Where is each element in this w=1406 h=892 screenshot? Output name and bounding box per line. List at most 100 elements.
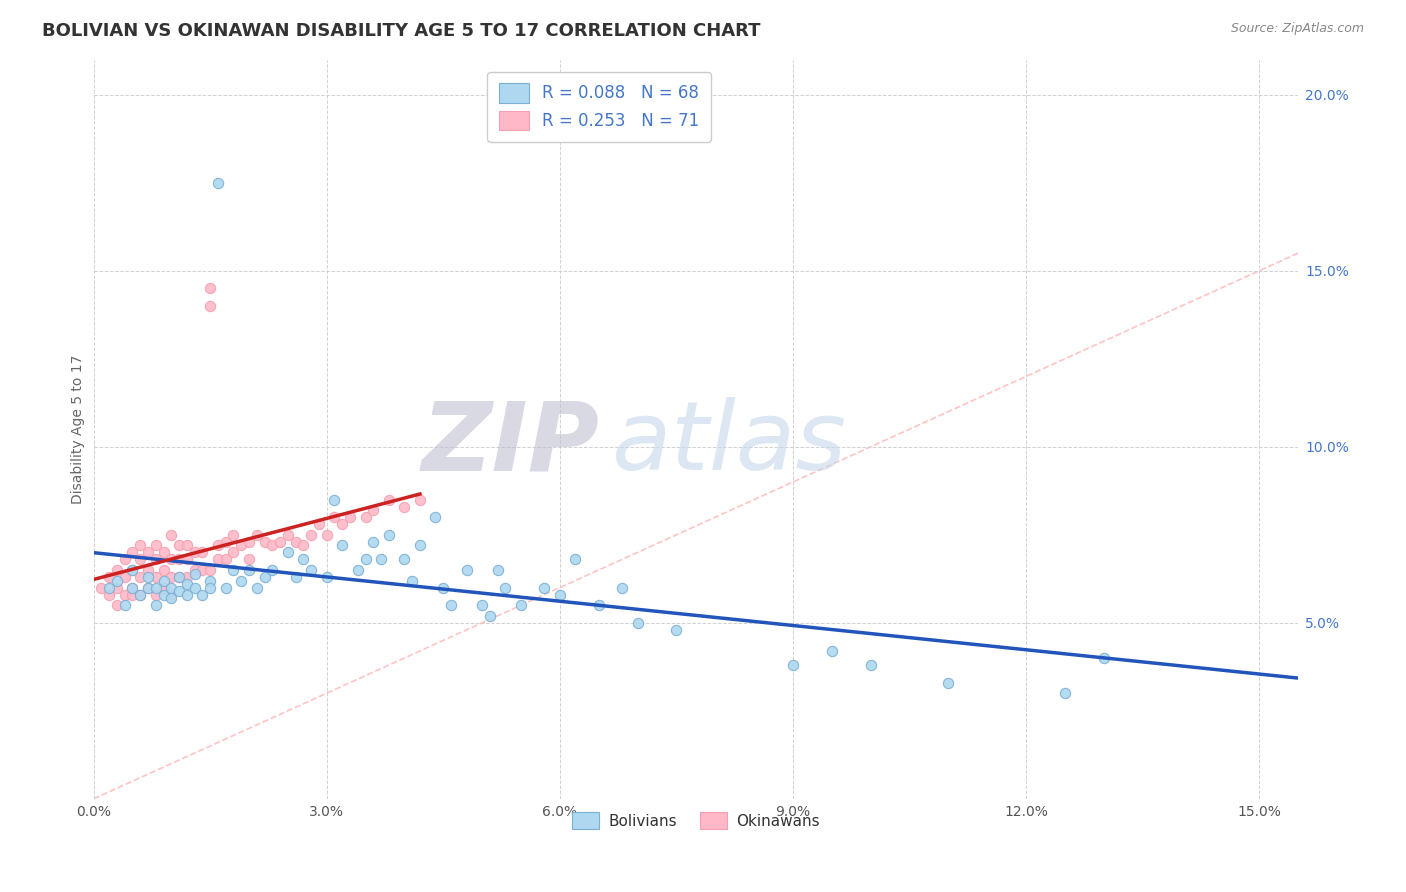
Point [121, 563, 143, 577]
Point [246, 528, 269, 542]
Point [152, 574, 174, 588]
Point [370, 552, 392, 566]
Point [160, 528, 183, 542]
Point [191, 563, 214, 577]
Point [440, 598, 463, 612]
Point [262, 563, 284, 577]
Point [588, 598, 610, 612]
Point [167, 570, 190, 584]
Point [936, 675, 959, 690]
Point [409, 538, 432, 552]
Point [176, 552, 198, 566]
Point [330, 538, 353, 552]
Point [238, 534, 260, 549]
Point [167, 584, 190, 599]
Point [548, 588, 571, 602]
Point [136, 581, 159, 595]
Point [363, 534, 385, 549]
Y-axis label: Disability Age 5 to 17: Disability Age 5 to 17 [72, 354, 86, 504]
Point [129, 588, 152, 602]
Point [486, 563, 509, 577]
Point [394, 500, 416, 514]
Point [183, 581, 205, 595]
Point [277, 545, 299, 559]
Point [494, 581, 516, 595]
Point [160, 581, 183, 595]
Point [782, 658, 804, 673]
Point [215, 534, 238, 549]
Point [176, 570, 198, 584]
Point [1092, 651, 1115, 665]
Point [610, 581, 633, 595]
Text: 12.0%: 12.0% [1004, 805, 1047, 819]
Point [136, 545, 159, 559]
Point [299, 528, 322, 542]
Point [98, 570, 121, 584]
Point [207, 176, 229, 190]
Point [564, 552, 586, 566]
Point [121, 588, 143, 602]
Point [145, 552, 167, 566]
Text: 0.0%: 0.0% [76, 805, 111, 819]
Point [231, 574, 253, 588]
Point [114, 588, 136, 602]
Legend: Bolivians, Okinawans: Bolivians, Okinawans [565, 805, 827, 836]
Point [354, 510, 377, 524]
Point [121, 563, 143, 577]
Point [183, 563, 205, 577]
Point [198, 299, 221, 313]
Point [136, 581, 159, 595]
Point [152, 545, 174, 559]
Point [90, 581, 112, 595]
Point [129, 588, 152, 602]
Point [222, 563, 245, 577]
Point [231, 538, 253, 552]
Point [339, 510, 361, 524]
Point [160, 588, 183, 602]
Point [198, 581, 221, 595]
Point [222, 528, 245, 542]
Point [284, 570, 307, 584]
Point [198, 281, 221, 295]
Point [198, 574, 221, 588]
Point [401, 574, 423, 588]
Text: 6.0%: 6.0% [543, 805, 578, 819]
Point [456, 563, 478, 577]
Point [308, 517, 330, 532]
Text: BOLIVIAN VS OKINAWAN DISABILITY AGE 5 TO 17 CORRELATION CHART: BOLIVIAN VS OKINAWAN DISABILITY AGE 5 TO… [42, 22, 761, 40]
Point [533, 581, 555, 595]
Point [152, 581, 174, 595]
Point [238, 552, 260, 566]
Point [315, 570, 337, 584]
Point [145, 588, 167, 602]
Point [136, 570, 159, 584]
Point [129, 538, 152, 552]
Point [284, 534, 307, 549]
Point [105, 598, 128, 612]
Point [207, 552, 229, 566]
Point [215, 552, 238, 566]
Point [176, 577, 198, 591]
Point [114, 570, 136, 584]
Point [152, 563, 174, 577]
Point [145, 598, 167, 612]
Point [626, 615, 648, 630]
Text: Source: ZipAtlas.com: Source: ZipAtlas.com [1230, 22, 1364, 36]
Point [315, 528, 337, 542]
Point [183, 566, 205, 581]
Text: 3.0%: 3.0% [309, 805, 344, 819]
Point [121, 581, 143, 595]
Text: atlas: atlas [612, 398, 846, 491]
Point [98, 588, 121, 602]
Point [98, 581, 121, 595]
Point [136, 563, 159, 577]
Point [121, 545, 143, 559]
Point [665, 623, 688, 637]
Point [394, 552, 416, 566]
Point [129, 570, 152, 584]
Point [253, 534, 276, 549]
Point [292, 538, 315, 552]
Point [145, 581, 167, 595]
Point [292, 552, 315, 566]
Point [323, 510, 346, 524]
